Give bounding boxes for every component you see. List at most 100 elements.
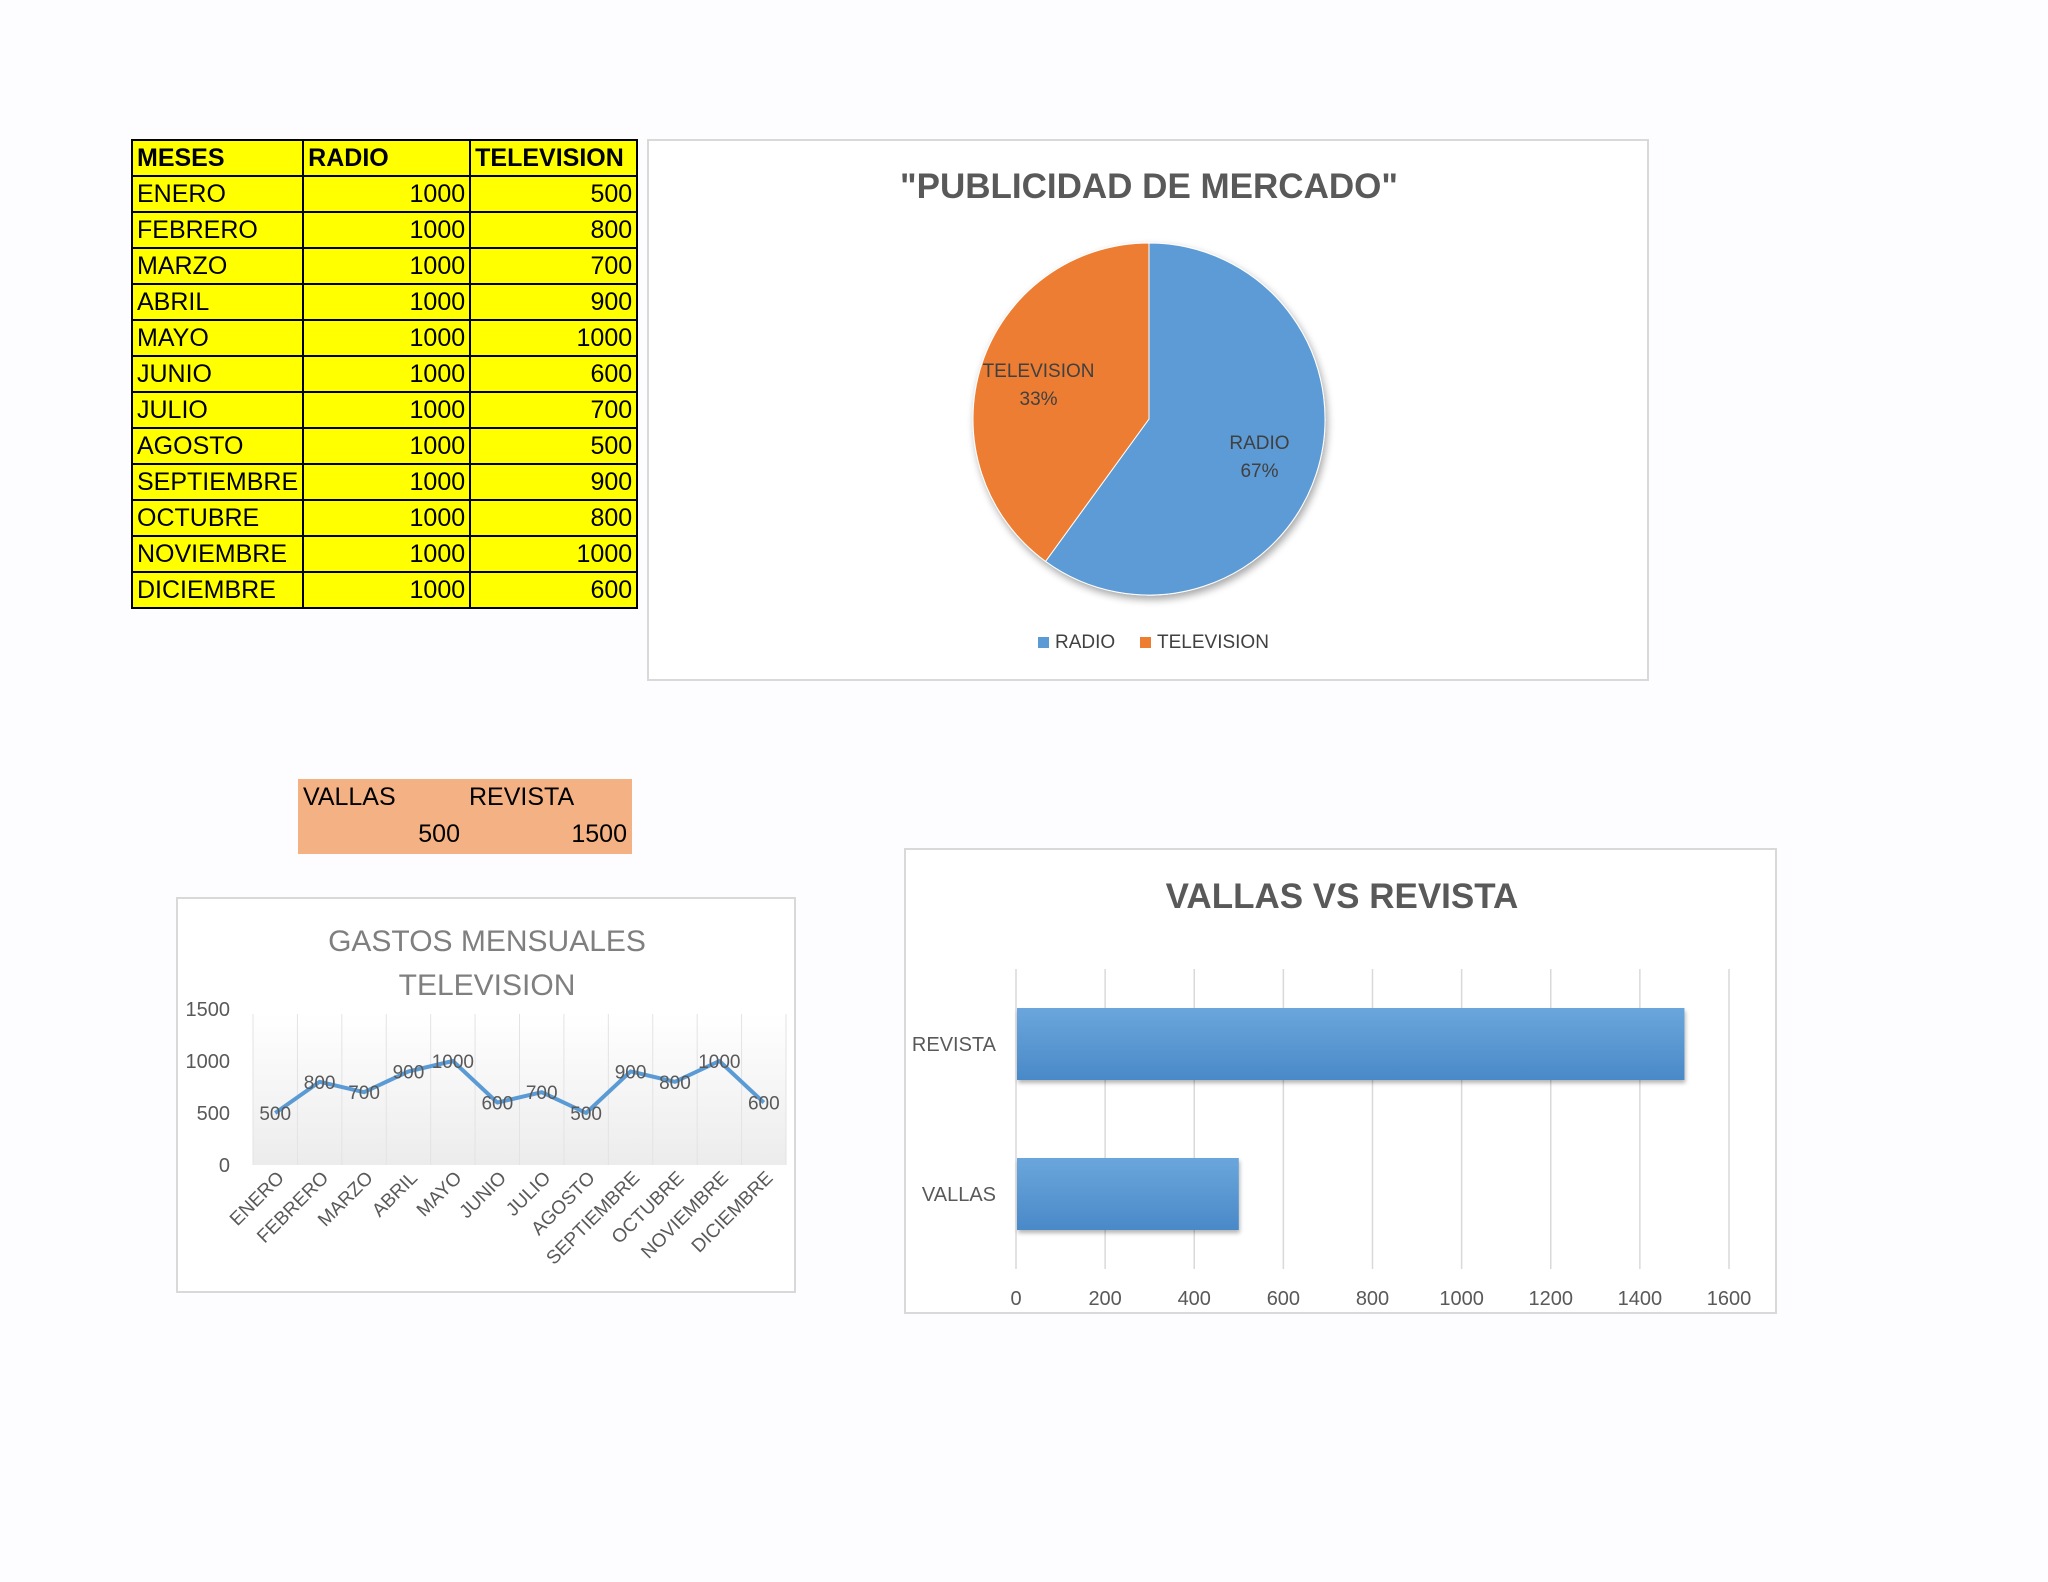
- month-cell: AGOSTO: [130, 427, 305, 465]
- pie-label-television: TELEVISION: [983, 361, 1095, 382]
- data-label: 700: [526, 1083, 558, 1104]
- radio-cell: 1000: [302, 535, 472, 573]
- vallas-label: VALLAS: [303, 783, 396, 811]
- bar-chart-svg: VALLAS VS REVISTA 0 200 400 600 800 1000 1200 14…: [912, 877, 1752, 1310]
- category-gridlines: [252, 1014, 787, 1165]
- table-row: ABRIL 1000 900: [130, 283, 639, 321]
- television-cell: 700: [469, 247, 639, 285]
- x-tick-label: ABRIL: [368, 1168, 422, 1222]
- radio-cell: 1000: [302, 211, 472, 249]
- x-tick-label: 600: [1267, 1288, 1300, 1310]
- television-cell: 600: [469, 355, 639, 393]
- y-tick-label: 500: [197, 1103, 230, 1125]
- pie-label-radio: RADIO: [1229, 433, 1289, 454]
- data-label: 800: [304, 1073, 336, 1094]
- month-cell: OCTUBRE: [130, 499, 305, 537]
- month-cell: ABRIL: [130, 283, 305, 321]
- y-tick-label: REVISTA: [912, 1034, 997, 1056]
- pie-slice-television: [972, 242, 1150, 563]
- television-cell: 800: [469, 499, 639, 537]
- television-cell: 900: [469, 463, 639, 501]
- x-tick-label: MAYO: [413, 1168, 466, 1221]
- header-television: TELEVISION: [469, 139, 639, 177]
- radio-cell: 1000: [302, 463, 472, 501]
- television-cell: 500: [469, 175, 639, 213]
- pie-legend: RADIO TELEVISION: [1038, 632, 1269, 653]
- revista-label: REVISTA: [469, 783, 575, 811]
- data-label: 900: [615, 1062, 647, 1083]
- data-label: 800: [659, 1073, 691, 1094]
- series-line-television: [274, 1059, 766, 1115]
- line-chart: GASTOS MENSUALES TELEVISION 0 500 1000 1500 50…: [176, 897, 796, 1293]
- month-cell: MAYO: [130, 319, 305, 357]
- x-tick-label: 1000: [1439, 1288, 1484, 1310]
- television-cell: 1000: [469, 535, 639, 573]
- pie-percent-radio: 67%: [1240, 461, 1278, 482]
- legend-swatch-television: [1140, 637, 1151, 648]
- x-tick-label: 400: [1178, 1288, 1211, 1310]
- header-meses: MESES: [130, 139, 305, 177]
- y-tick-label: 1000: [186, 1051, 231, 1073]
- x-tick-label: 1600: [1707, 1288, 1752, 1310]
- table-row: OCTUBRE 1000 800: [130, 499, 639, 537]
- table-row: MARZO 1000 700: [130, 247, 639, 285]
- y-tick-label: 1500: [186, 999, 231, 1021]
- pie-chart-svg: "PUBLICIDAD DE MERCADO" RADIO 67% TELEVISIO…: [900, 167, 1398, 653]
- x-tick-label: 1400: [1618, 1288, 1663, 1310]
- bar-vallas: [1017, 1158, 1239, 1230]
- radio-cell: 1000: [302, 571, 472, 609]
- bar-revista: [1017, 1008, 1685, 1080]
- data-table: MESES RADIO TELEVISION ENERO 1000 500 FEBRE…: [130, 139, 639, 609]
- chart-title-line-1: GASTOS MENSUALES: [328, 925, 646, 958]
- month-cell: JULIO: [130, 391, 305, 429]
- television-cell: 500: [469, 427, 639, 465]
- table-row: JULIO 1000 700: [130, 391, 639, 429]
- x-tick-label: 1200: [1529, 1288, 1574, 1310]
- table-row: NOVIEMBRE 1000 1000: [130, 535, 639, 573]
- data-label: 500: [570, 1104, 602, 1125]
- table-row: AGOSTO 1000 500: [130, 427, 639, 465]
- pie-slice-radio: [1044, 242, 1326, 596]
- table-row: FEBRERO 1000 800: [130, 211, 639, 249]
- television-cell: 900: [469, 283, 639, 321]
- bar-chart: VALLAS VS REVISTA 0 200 400 600 800 1000 1200 14…: [904, 848, 1777, 1314]
- table-row: MAYO 1000 1000: [130, 319, 639, 357]
- vallas-revista-table: VALLAS REVISTA 500 1500: [298, 779, 632, 854]
- television-cell: 600: [469, 571, 639, 609]
- table-row: ENERO 1000 500: [130, 175, 639, 213]
- month-cell: SEPTIEMBRE: [130, 463, 305, 501]
- legend-label-television: TELEVISION: [1157, 632, 1269, 653]
- television-cell: 800: [469, 211, 639, 249]
- x-tick-label: 200: [1088, 1288, 1121, 1310]
- radio-cell: 1000: [302, 283, 472, 321]
- data-label: 600: [748, 1094, 780, 1115]
- month-cell: DICIEMBRE: [130, 571, 305, 609]
- television-cell: 700: [469, 391, 639, 429]
- month-cell: MARZO: [130, 247, 305, 285]
- radio-cell: 1000: [302, 319, 472, 357]
- chart-title: "PUBLICIDAD DE MERCADO": [900, 167, 1398, 206]
- month-cell: FEBRERO: [130, 211, 305, 249]
- table-row: JUNIO 1000 600: [130, 355, 639, 393]
- month-cell: ENERO: [130, 175, 305, 213]
- x-tick-label: 800: [1356, 1288, 1389, 1310]
- data-label: 600: [481, 1094, 513, 1115]
- data-label: 700: [348, 1083, 380, 1104]
- y-tick-label: VALLAS: [922, 1184, 996, 1206]
- data-label: 1000: [432, 1052, 474, 1073]
- pie-percent-television: 33%: [1020, 389, 1058, 410]
- radio-cell: 1000: [302, 247, 472, 285]
- line-chart-svg: GASTOS MENSUALES TELEVISION 0 500 1000 1500 50…: [186, 925, 787, 1269]
- y-tick-label: 0: [219, 1155, 230, 1177]
- radio-cell: 1000: [302, 499, 472, 537]
- month-cell: JUNIO: [130, 355, 305, 393]
- television-cell: 1000: [469, 319, 639, 357]
- table-row: DICIEMBRE 1000 600: [130, 571, 639, 609]
- legend-swatch-radio: [1038, 637, 1049, 648]
- table-row: SEPTIEMBRE 1000 900: [130, 463, 639, 501]
- radio-cell: 1000: [302, 175, 472, 213]
- revista-value: 1500: [571, 820, 627, 848]
- pie-slices: [972, 242, 1326, 596]
- radio-cell: 1000: [302, 391, 472, 429]
- chart-title: VALLAS VS REVISTA: [1166, 877, 1519, 916]
